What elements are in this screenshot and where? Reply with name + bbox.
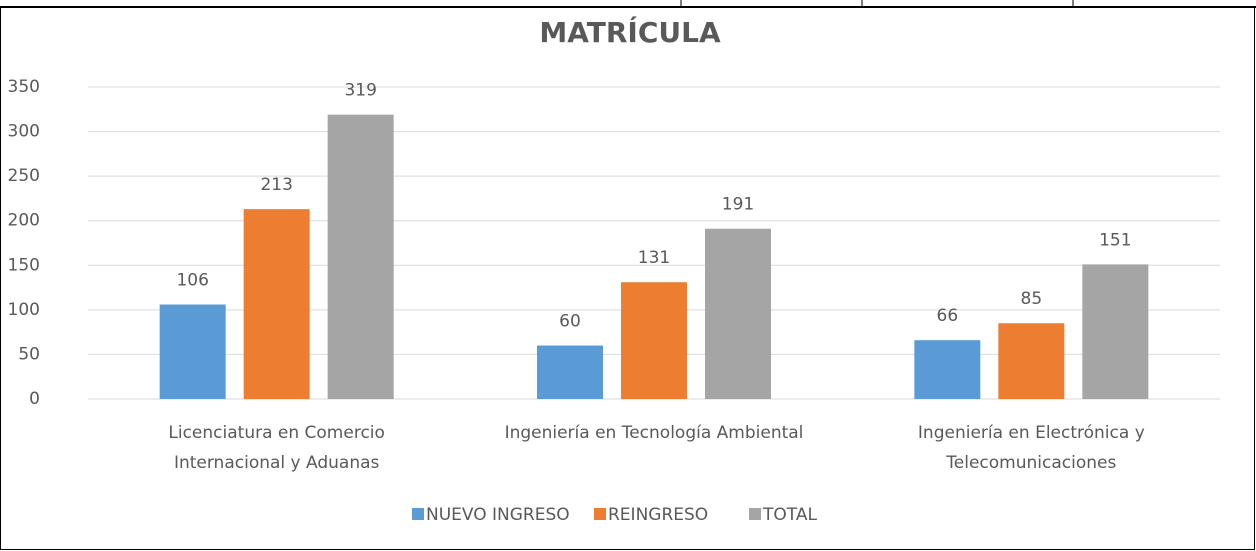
legend-label: TOTAL xyxy=(762,505,817,525)
legend-swatch xyxy=(594,508,606,520)
bar xyxy=(914,340,981,399)
data-label: 106 xyxy=(176,271,208,291)
y-tick-label: 150 xyxy=(8,255,40,275)
bar xyxy=(327,114,394,400)
x-tick-label: Ingeniería en Electrónica y Telecomunicac… xyxy=(918,423,1145,473)
bar xyxy=(159,304,226,399)
data-label: 66 xyxy=(937,306,959,326)
data-label: 213 xyxy=(260,175,292,195)
bar xyxy=(621,282,687,399)
y-tick-label: 300 xyxy=(8,122,40,142)
bar xyxy=(1082,264,1149,399)
data-label: 131 xyxy=(638,248,670,268)
data-label: 60 xyxy=(559,312,581,332)
x-tick-label: Licenciatura en Comercio Internacional y … xyxy=(168,423,385,473)
y-tick-label: 350 xyxy=(8,77,40,97)
bar xyxy=(537,345,603,399)
data-label: 319 xyxy=(344,81,376,101)
data-label: 191 xyxy=(722,195,754,215)
y-tick-label: 50 xyxy=(18,344,40,364)
y-tick-label: 250 xyxy=(8,166,40,186)
chart-frame xyxy=(0,7,1255,550)
y-tick-label: 0 xyxy=(29,389,40,409)
legend-label: REINGRESO xyxy=(608,505,708,525)
bar xyxy=(998,323,1065,399)
legend-label: NUEVO INGRESO xyxy=(426,505,570,525)
bar xyxy=(705,228,771,399)
y-tick-label: 100 xyxy=(8,300,40,320)
x-tick-label: Ingeniería en Tecnología Ambiental xyxy=(505,423,804,443)
data-label: 151 xyxy=(1099,230,1131,250)
chart-title: MATRÍCULA xyxy=(539,15,721,49)
bar xyxy=(243,209,310,399)
data-label: 85 xyxy=(1021,289,1043,309)
legend-swatch xyxy=(749,508,761,520)
y-tick-label: 200 xyxy=(8,211,40,231)
legend-swatch xyxy=(412,508,424,520)
